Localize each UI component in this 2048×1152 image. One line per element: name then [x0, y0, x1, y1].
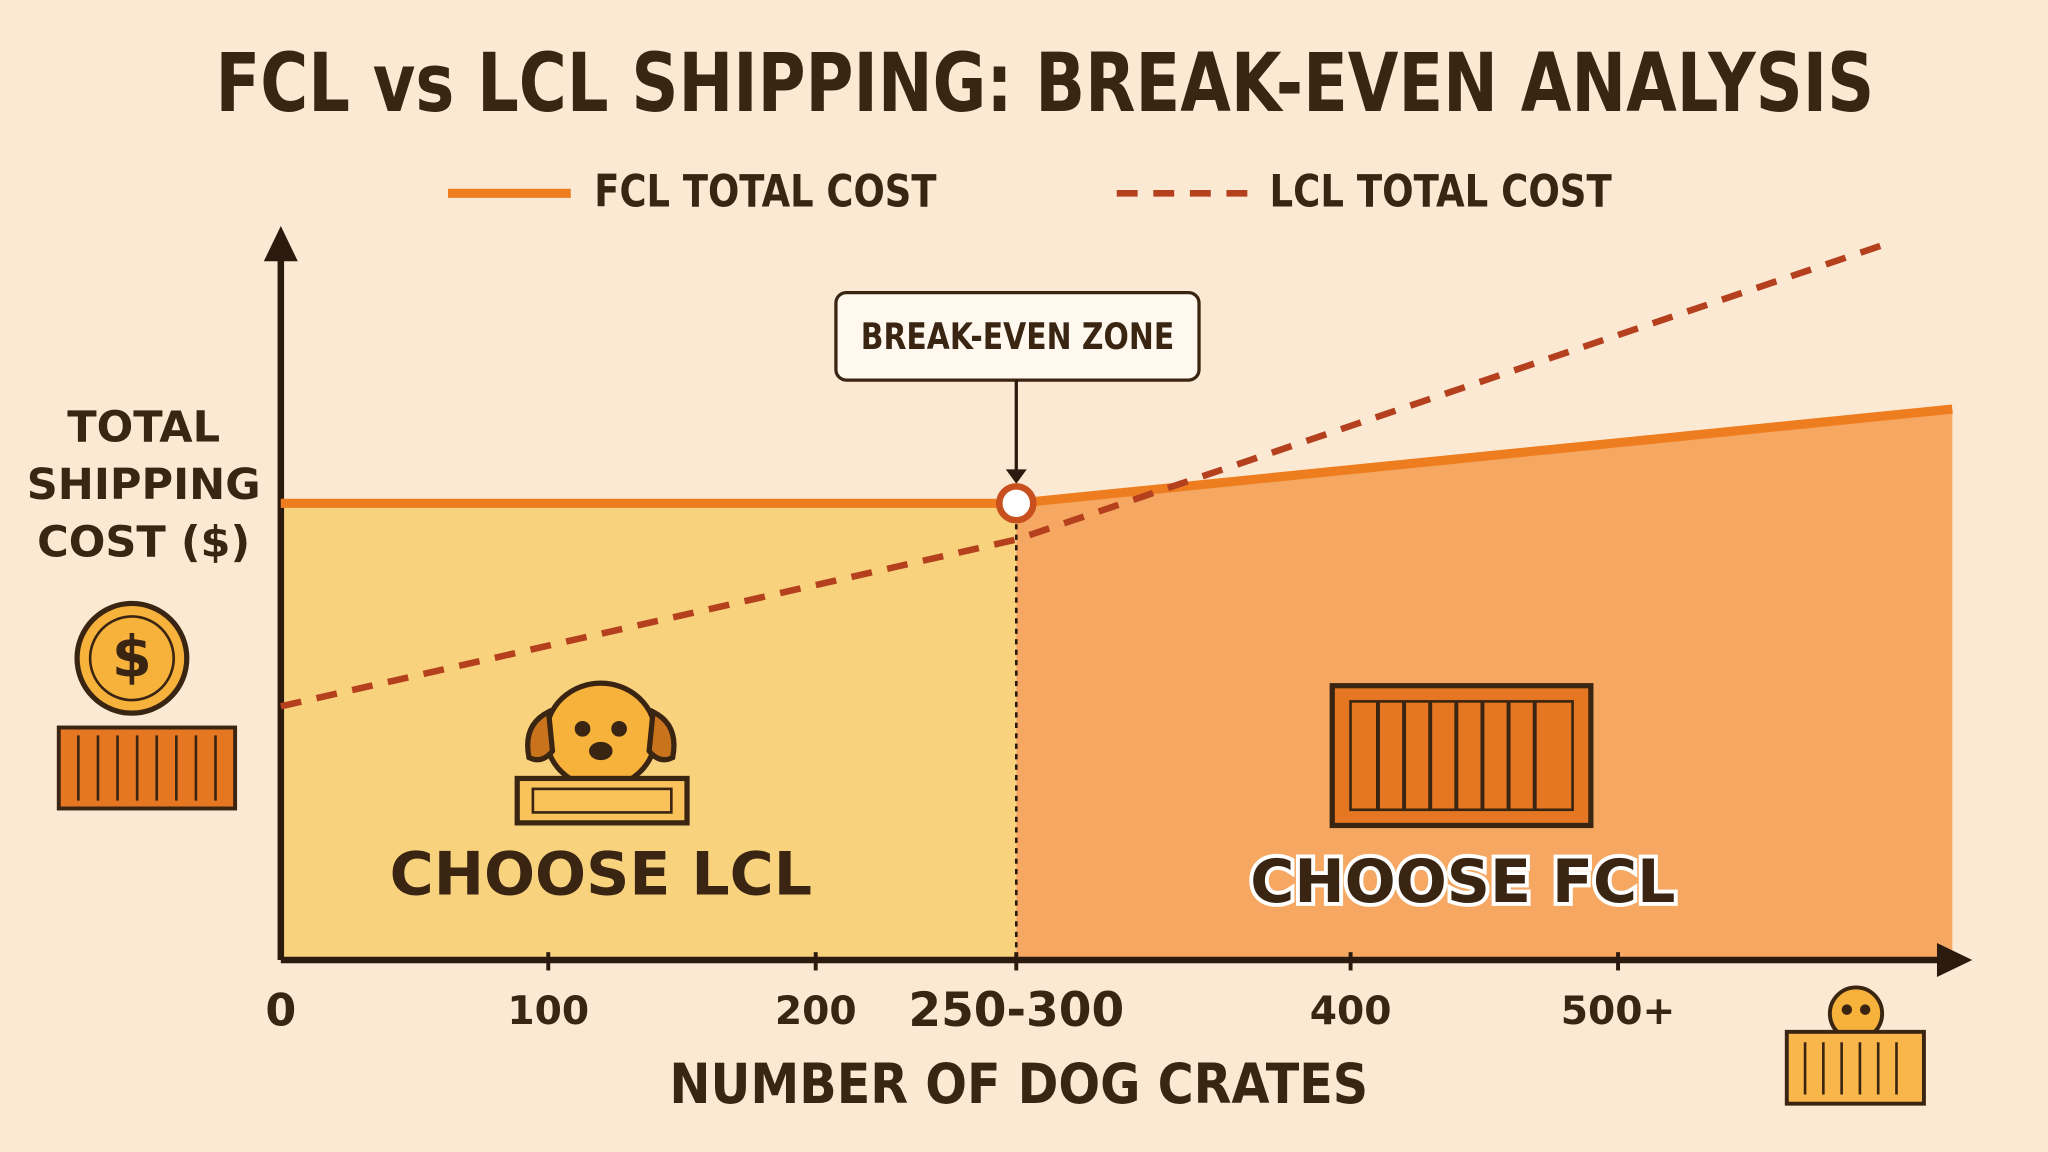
svg-text:$: $ — [112, 624, 152, 691]
x-tick-label: 0 — [265, 986, 296, 1037]
break-even-point — [996, 483, 1037, 524]
legend-label: LCL TOTAL COST — [1270, 167, 1613, 218]
x-tick-label: 250-300 — [908, 983, 1124, 1038]
x-tick-label: 200 — [775, 989, 857, 1034]
dog-icon — [514, 680, 690, 826]
region-label: CHOOSE LCL — [390, 839, 812, 909]
y-axis-title: TOTAL SHIPPING COST ($) — [26, 400, 261, 567]
x-tick-label: 500+ — [1561, 989, 1676, 1034]
dog-crate-icon — [1784, 985, 1926, 1106]
annotation-arrowhead — [1005, 469, 1027, 484]
region-label: CHOOSE FCL — [1250, 847, 1675, 917]
annotation-label: BREAK-EVEN ZONE — [861, 315, 1174, 358]
y-axis-title-box: TOTAL SHIPPING COST ($) — [26, 400, 261, 567]
container-icon-fcl — [1329, 683, 1594, 829]
series-line — [280, 239, 1892, 710]
x-tick-label: 100 — [507, 989, 589, 1034]
legend-label: FCL TOTAL COST — [594, 167, 937, 218]
x-axis-title: NUMBER OF DOG CRATES — [669, 1052, 1368, 1116]
container-icon-left — [56, 725, 238, 811]
x-tick-label: 400 — [1310, 989, 1392, 1034]
y-axis-arrow — [263, 225, 298, 262]
x-axis-arrow — [1936, 943, 1973, 977]
plot: CHOOSE LCL CHOOSE FCL 0 100 200 250-300 400 500… — [263, 167, 1973, 1038]
chart-title: FCL vs LCL SHIPPING: BREAK-EVEN ANALYSIS — [216, 37, 1875, 131]
coin-icon: $ — [74, 600, 190, 716]
